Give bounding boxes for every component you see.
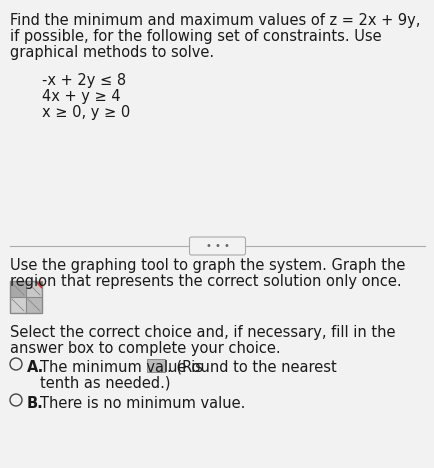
Bar — [26, 281, 42, 297]
Text: tenth as needed.): tenth as needed.) — [40, 376, 170, 391]
Text: A.: A. — [27, 360, 44, 375]
Text: x ≥ 0, y ≥ 0: x ≥ 0, y ≥ 0 — [42, 105, 130, 120]
Bar — [147, 359, 164, 372]
Bar — [10, 281, 42, 313]
Text: The minimum value is: The minimum value is — [40, 360, 203, 375]
Text: There is no minimum value.: There is no minimum value. — [40, 396, 245, 411]
Text: B.: B. — [27, 396, 44, 411]
Text: Use the graphing tool to graph the system. Graph the: Use the graphing tool to graph the syste… — [10, 258, 404, 273]
Polygon shape — [34, 281, 42, 289]
Text: answer box to complete your choice.: answer box to complete your choice. — [10, 341, 280, 356]
Text: • • •: • • • — [205, 241, 229, 251]
Text: Select the correct choice and, if necessary, fill in the: Select the correct choice and, if necess… — [10, 325, 395, 340]
Text: region that represents the correct solution only once.: region that represents the correct solut… — [10, 274, 401, 289]
Text: if possible, for the following set of constraints. Use: if possible, for the following set of co… — [10, 29, 381, 44]
Bar — [10, 281, 26, 297]
Bar — [10, 297, 26, 313]
Text: Find the minimum and maximum values of z = 2x + 9y,: Find the minimum and maximum values of z… — [10, 13, 419, 28]
Text: 4x + y ≥ 4: 4x + y ≥ 4 — [42, 89, 120, 104]
Text: graphical methods to solve.: graphical methods to solve. — [10, 45, 214, 60]
Bar — [26, 297, 42, 313]
FancyBboxPatch shape — [189, 237, 245, 255]
Text: -x + 2y ≤ 8: -x + 2y ≤ 8 — [42, 73, 126, 88]
Text: . (Round to the nearest: . (Round to the nearest — [167, 360, 336, 375]
